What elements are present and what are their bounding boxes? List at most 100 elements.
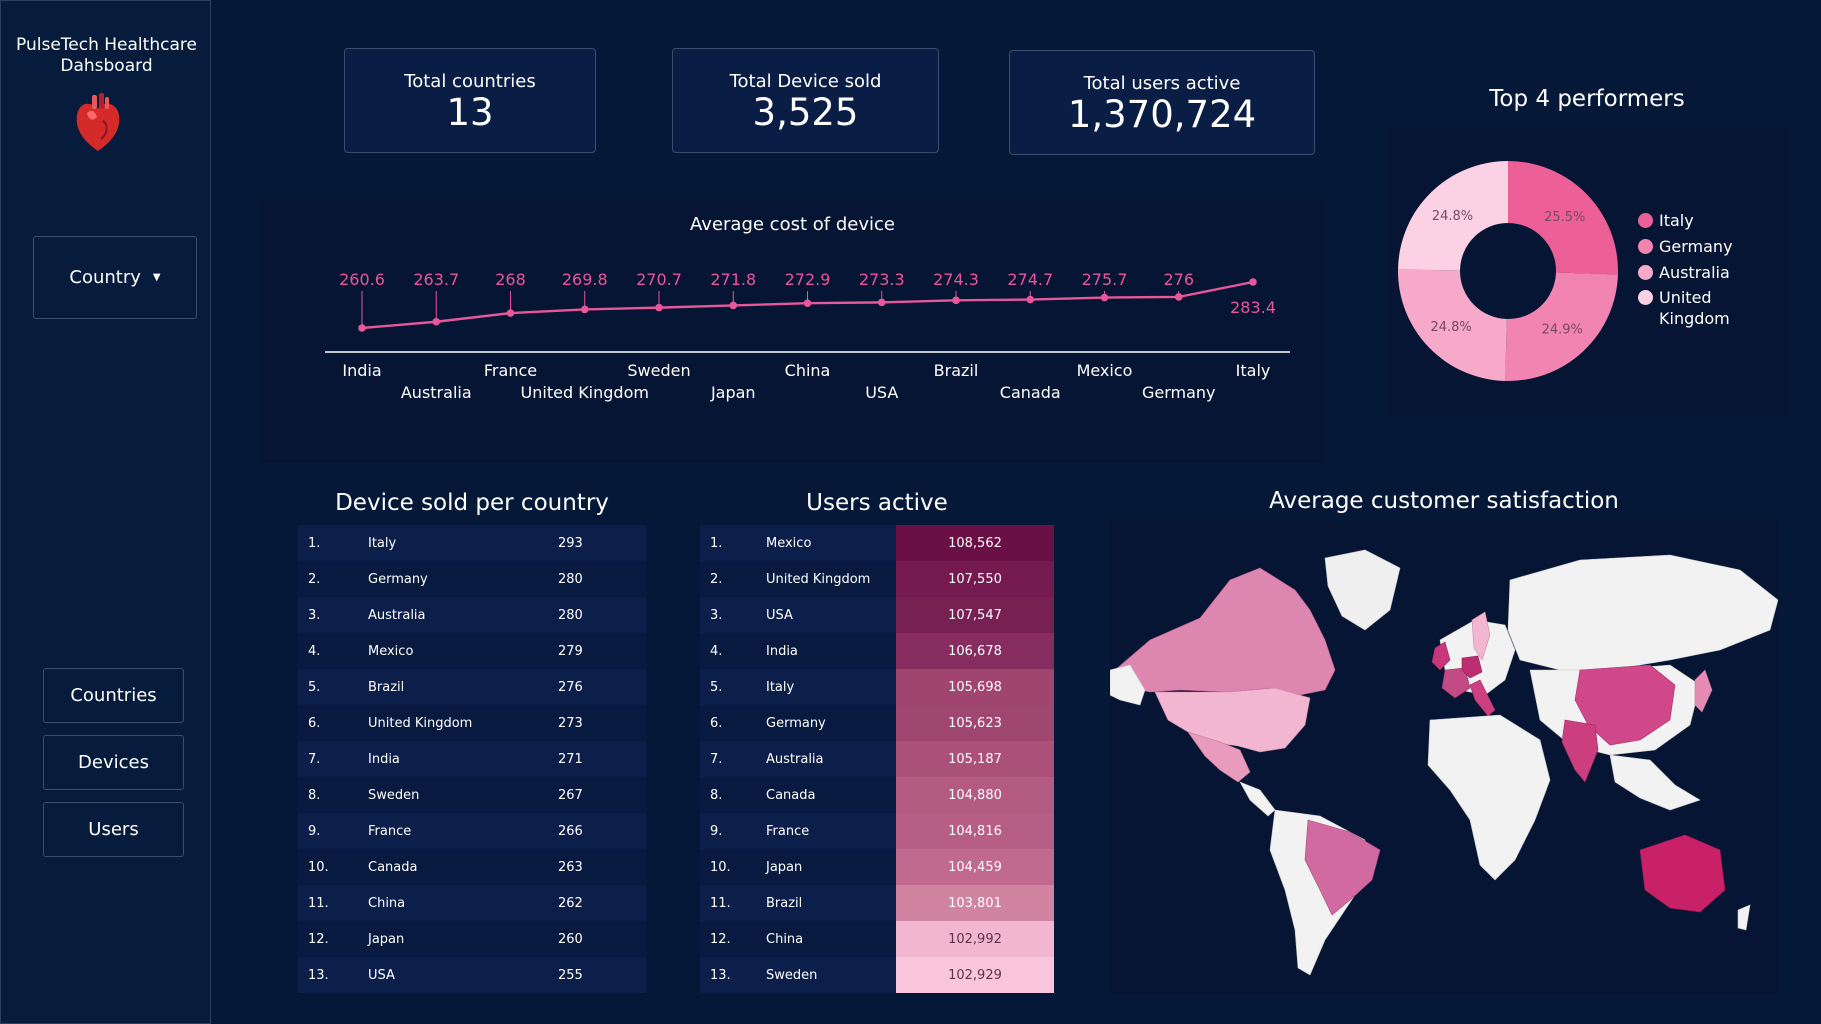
slice-label: 25.5% xyxy=(1544,210,1585,225)
donut-slice xyxy=(1398,269,1507,381)
country-cell: United Kingdom xyxy=(756,561,896,597)
value-cell: 271 xyxy=(558,751,583,767)
donut-slice xyxy=(1398,161,1508,271)
x-tick-label: Italy xyxy=(1236,361,1271,380)
value-cell: 102,929 xyxy=(896,957,1054,993)
legend-item: Australia xyxy=(1638,262,1730,283)
table-row: 4. India 106,678 xyxy=(700,633,1054,669)
device-table: 1. Italy 293 2. Germany 280 3. Australia 280 4. Me… xyxy=(298,525,646,993)
value-cell: 104,816 xyxy=(896,813,1054,849)
country-cell: China xyxy=(756,921,896,957)
table-row: 12. China 102,992 xyxy=(700,921,1054,957)
country-cell: China xyxy=(368,895,406,911)
rank-cell: 6. xyxy=(700,705,756,741)
x-tick-label: India xyxy=(342,361,381,380)
country-cell: USA xyxy=(756,597,896,633)
rank-cell: 8. xyxy=(308,787,321,803)
rank-cell: 10. xyxy=(308,859,329,875)
table-row: 2. United Kingdom 107,550 xyxy=(700,561,1054,597)
table-row: 1. Italy 293 xyxy=(298,525,646,561)
country-cell: Canada xyxy=(368,859,418,875)
heart-icon xyxy=(76,93,120,151)
country-cell: Japan xyxy=(756,849,896,885)
rank-cell: 13. xyxy=(700,957,756,993)
rank-cell: 4. xyxy=(700,633,756,669)
country-cell: United Kingdom xyxy=(368,715,473,731)
data-point xyxy=(1026,295,1035,304)
legend-label: Italy xyxy=(1659,211,1694,230)
slice-label: 24.8% xyxy=(1432,209,1473,224)
country-cell: Japan xyxy=(368,931,405,947)
data-label: 272.9 xyxy=(785,270,831,289)
x-tick-label: Germany xyxy=(1142,383,1216,402)
germany-region xyxy=(1461,655,1483,679)
users-table-title: Users active xyxy=(806,490,948,516)
table-row: 13. Sweden 102,929 xyxy=(700,957,1054,993)
data-label: 283.4 xyxy=(1230,298,1276,317)
value-cell: 279 xyxy=(558,643,583,659)
country-filter-dropdown[interactable]: Country ▼ xyxy=(33,236,197,319)
value-cell: 262 xyxy=(558,895,583,911)
table-row: 6. Germany 105,623 xyxy=(700,705,1054,741)
value-cell: 280 xyxy=(558,607,583,623)
donut-slice xyxy=(1508,161,1618,275)
data-label: 271.8 xyxy=(710,270,756,289)
country-cell: Sweden xyxy=(756,957,896,993)
country-cell: Canada xyxy=(756,777,896,813)
legend-item: United Kingdom xyxy=(1638,287,1730,329)
legend-item: Italy xyxy=(1638,210,1694,231)
table-row: 9. France 266 xyxy=(298,813,646,849)
x-tick-label: United Kingdom xyxy=(521,383,649,402)
table-row: 11. China 262 xyxy=(298,885,646,921)
x-tick-label: Brazil xyxy=(934,361,979,380)
uk-region xyxy=(1431,641,1451,671)
china-region xyxy=(1574,664,1676,746)
italy-region xyxy=(1469,679,1496,717)
rank-cell: 2. xyxy=(308,571,321,587)
kpi-value: 3,525 xyxy=(752,91,859,134)
table-row: 1. Mexico 108,562 xyxy=(700,525,1054,561)
data-label: 270.7 xyxy=(636,270,682,289)
rank-cell: 13. xyxy=(308,967,329,983)
table-row: 7. India 271 xyxy=(298,741,646,777)
value-cell: 266 xyxy=(558,823,583,839)
australia-region xyxy=(1639,834,1726,913)
rank-cell: 4. xyxy=(308,643,321,659)
table-row: 8. Canada 104,880 xyxy=(700,777,1054,813)
country-cell: Italy xyxy=(756,669,896,705)
users-button[interactable]: Users xyxy=(43,802,184,857)
devices-button[interactable]: Devices xyxy=(43,735,184,790)
country-cell: Germany xyxy=(756,705,896,741)
alaska-region xyxy=(1109,664,1146,706)
value-cell: 107,547 xyxy=(896,597,1054,633)
table-row: 10. Japan 104,459 xyxy=(700,849,1054,885)
data-label: 263.7 xyxy=(413,270,459,289)
country-cell: France xyxy=(368,823,412,839)
value-cell: 293 xyxy=(558,535,583,551)
kpi-value: 13 xyxy=(446,91,494,134)
countries-button[interactable]: Countries xyxy=(43,668,184,723)
legend-label: Australia xyxy=(1659,263,1730,282)
rank-cell: 12. xyxy=(308,931,329,947)
value-cell: 267 xyxy=(558,787,583,803)
x-tick-label: Australia xyxy=(401,383,472,402)
rank-cell: 7. xyxy=(308,751,321,767)
table-row: 5. Italy 105,698 xyxy=(700,669,1054,705)
kpi-label: Total countries xyxy=(404,71,536,92)
data-label: 260.6 xyxy=(339,270,385,289)
legend-label: Germany xyxy=(1659,237,1733,256)
donut-chart: 25.5% 24.9% 24.8% 24.8% xyxy=(1398,161,1618,381)
canada-region xyxy=(1114,567,1336,696)
rank-cell: 9. xyxy=(308,823,321,839)
rank-cell: 1. xyxy=(700,525,756,561)
line-chart: 260.6 India 263.7 Australia 268 France 269.8 Un… xyxy=(325,270,1290,402)
x-tick-label: Mexico xyxy=(1077,361,1133,380)
rank-cell: 3. xyxy=(308,607,321,623)
x-tick-label: China xyxy=(785,361,831,380)
line-chart-title: Average cost of device xyxy=(690,214,895,235)
japan-region xyxy=(1694,669,1713,713)
legend-swatch xyxy=(1638,213,1653,228)
table-row: 10. Canada 263 xyxy=(298,849,646,885)
table-row: 5. Brazil 276 xyxy=(298,669,646,705)
data-label: 273.3 xyxy=(859,270,905,289)
